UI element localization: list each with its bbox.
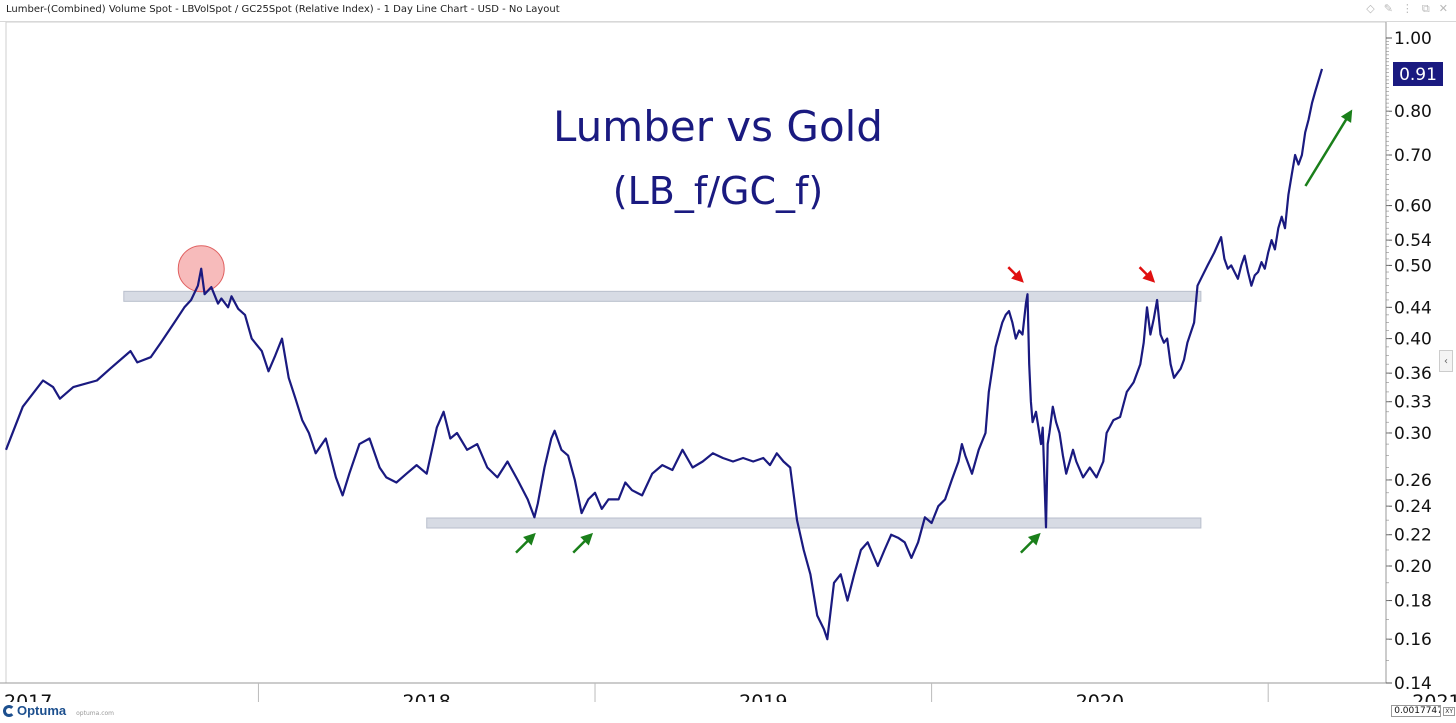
last-value-marker: 0.91 [1393,62,1443,86]
side-panel-toggle[interactable]: ‹ [1439,350,1453,372]
y-tick-label: 0.30 [1394,424,1432,444]
window-title: Lumber-(Combined) Volume Spot - LBVolSpo… [6,4,560,15]
y-tick-label: 0.16 [1394,630,1432,650]
restore-icon[interactable]: ⧉ [1421,2,1430,15]
optuma-logo-icon [3,704,15,717]
arrow-layer [515,109,1353,554]
logo-text: Optuma [17,703,67,718]
y-tick-label: 0.26 [1394,471,1432,491]
x-tick-label: 2018 [403,691,451,702]
x-axis: 2017 2018 2019 2020 2021 [0,682,1456,702]
window-titlebar: Lumber-(Combined) Volume Spot - LBVolSpo… [0,0,1456,22]
close-icon[interactable]: ✕ [1438,2,1448,15]
y-axis: 1.00 0.80 0.70 0.60 0.54 0.50 0.44 0.40 0.36 0.33… [1385,22,1432,694]
green-arrow-4-shaft [1304,115,1350,187]
green-arrow-4 [1304,109,1353,187]
chart-title: Lumber vs Gold [553,102,883,151]
x-tick-label: 2019 [739,691,787,702]
y-tick-label: 0.44 [1394,298,1432,318]
green-arrow-2-head [580,532,594,546]
green-arrow-1-head [523,532,536,546]
y-tick-label: 0.54 [1394,231,1432,251]
x-tick-label: 2020 [1076,691,1124,702]
y-tick-label: 0.36 [1394,364,1432,384]
x-tick-label: 2017 [4,691,52,702]
pin-icon[interactable]: ✎ [1383,2,1393,15]
support-band [426,517,1202,529]
green-arrow-1 [515,532,536,554]
chart-canvas[interactable]: Lumber vs Gold (LB_f/GC_f) 1.00 0.80 0.70 0… [0,22,1456,702]
green-arrow-3 [1020,532,1041,554]
y-tick-label: 0.14 [1394,674,1432,694]
red-arrow-1 [1007,266,1024,283]
support-resistance-bands [123,290,1202,529]
y-tick-label: 0.20 [1394,557,1432,577]
cursor-value: 0.0017747 [1391,705,1442,717]
y-tick-label: 0.18 [1394,592,1432,612]
green-arrow-4-head [1340,109,1353,123]
last-value-label: 0.91 [1399,65,1437,85]
plot-area [5,22,1387,684]
red-arrow-2 [1138,266,1156,283]
more-icon[interactable]: ⋮ [1401,2,1413,15]
y-tick-label: 0.40 [1394,330,1432,350]
chart-subtitle: (LB_f/GC_f) [613,169,823,213]
logo-url: optuma.com [76,709,115,717]
diamond-icon[interactable]: ◇ [1366,2,1375,15]
y-tick-label: 0.24 [1394,497,1432,517]
red-arrow-1-head [1011,270,1024,283]
cursor-readout: 0.0017747 XY [1391,705,1455,717]
resistance-band [123,290,1202,302]
y-tick-label: 0.50 [1394,256,1432,276]
optuma-logo: Optuma optuma.com [3,703,114,718]
y-tick-label: 0.22 [1394,526,1432,546]
last-value-box [1393,62,1443,86]
xy-mode-toggle[interactable]: XY [1443,706,1455,716]
series-line [4,68,1324,641]
y-tick-label: 0.60 [1394,197,1432,217]
y-tick-label: 0.33 [1394,393,1432,413]
y-tick-label: 0.70 [1394,146,1432,166]
series-layer [4,68,1324,641]
red-arrow-2-head [1142,270,1156,283]
y-tick-label: 1.00 [1394,29,1432,49]
x-tick-label: 2021 [1412,691,1456,702]
green-arrow-2 [572,532,594,554]
green-arrow-3-head [1027,532,1041,546]
footer-bar: Optuma optuma.com 0.0017747 XY [0,702,1456,723]
y-tick-label: 0.80 [1394,102,1432,122]
window-controls: ◇ ✎ ⋮ ⧉ ✕ [1366,2,1448,16]
